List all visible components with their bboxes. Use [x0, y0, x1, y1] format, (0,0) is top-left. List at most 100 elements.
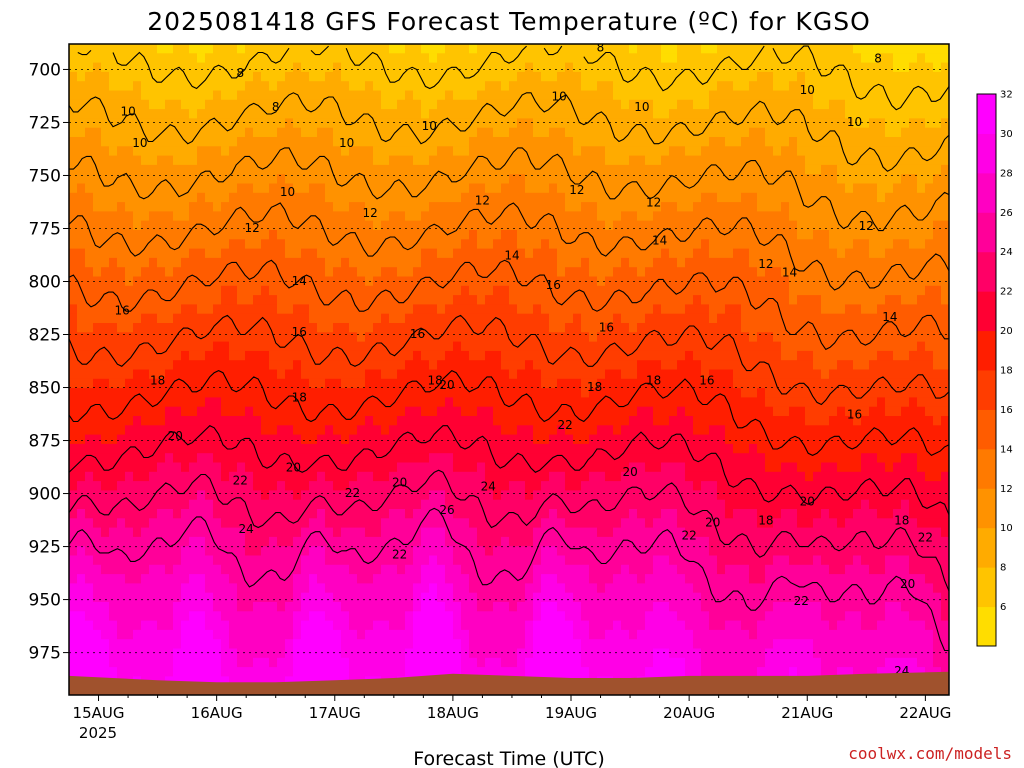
heat-cell: [285, 667, 294, 677]
heat-cell: [573, 211, 582, 222]
heat-cell: [333, 667, 342, 677]
heat-cell: [357, 434, 366, 445]
heat-cell: [125, 434, 134, 445]
heat-cell: [629, 44, 638, 54]
heat-cell: [133, 425, 142, 436]
heat-cell: [525, 137, 534, 147]
heat-cell: [557, 332, 566, 343]
heat-cell: [77, 443, 86, 454]
heat-cell: [485, 583, 494, 594]
heat-cell: [373, 639, 382, 650]
heat-cell: [221, 183, 230, 194]
heat-cell: [389, 332, 398, 343]
heat-cell: [637, 62, 646, 73]
heat-cell: [581, 592, 590, 603]
heat-cell: [517, 276, 526, 287]
heat-cell: [213, 583, 222, 594]
heat-cell: [357, 146, 366, 157]
heat-cell: [325, 174, 334, 185]
heat-cell: [485, 592, 494, 603]
heat-cell: [621, 53, 630, 64]
heat-cell: [101, 155, 110, 166]
heat-cell: [333, 174, 342, 185]
heat-cell: [549, 490, 558, 501]
heat-cell: [269, 657, 278, 668]
heat-cell: [389, 295, 398, 305]
heat-cell: [229, 629, 238, 640]
heat-cell: [293, 174, 302, 185]
heat-cell: [365, 323, 374, 333]
heat-cell: [133, 499, 142, 510]
heat-cell: [493, 592, 502, 603]
heat-cell: [605, 146, 614, 157]
heat-cell: [581, 99, 590, 110]
heat-cell: [549, 453, 558, 464]
heat-cell: [413, 332, 422, 343]
heat-cell: [277, 276, 286, 287]
heat-cell: [221, 527, 230, 538]
heat-cell: [181, 443, 190, 454]
heat-cell: [613, 592, 622, 603]
heat-cell: [101, 127, 110, 138]
heat-cell: [229, 313, 238, 324]
heat-cell: [301, 406, 310, 417]
heat-cell: [557, 546, 566, 557]
heat-cell: [373, 267, 382, 278]
heat-cell: [613, 416, 622, 426]
heat-cell: [229, 81, 238, 92]
heat-cell: [461, 667, 470, 677]
heat-cell: [637, 44, 646, 54]
heat-cell: [373, 155, 382, 166]
heat-cell: [533, 453, 542, 464]
heat-cell: [365, 44, 374, 54]
heat-cell: [613, 220, 622, 231]
heat-cell: [589, 481, 598, 491]
heat-cell: [413, 406, 422, 417]
heat-cell: [189, 443, 198, 454]
heat-cell: [565, 118, 574, 129]
heat-cell: [501, 667, 510, 677]
heat-cell: [613, 629, 622, 640]
heat-cell: [445, 564, 454, 575]
heat-cell: [437, 499, 446, 510]
heat-cell: [357, 425, 366, 436]
heat-cell: [421, 369, 430, 380]
heat-cell: [333, 341, 342, 352]
heat-cell: [349, 388, 358, 398]
heat-cell: [389, 118, 398, 129]
heat-cell: [589, 192, 598, 203]
heat-cell: [485, 620, 494, 631]
heat-cell: [485, 146, 494, 157]
heat-cell: [325, 388, 334, 398]
heat-cell: [85, 629, 94, 640]
heat-cell: [629, 574, 638, 584]
heat-cell: [141, 406, 150, 417]
heat-cell: [85, 564, 94, 575]
heat-cell: [245, 602, 254, 612]
heat-cell: [309, 192, 318, 203]
heat-cell: [581, 462, 590, 473]
heat-cell: [605, 155, 614, 166]
heat-cell: [133, 53, 142, 64]
heat-cell: [381, 592, 390, 603]
heat-cell: [197, 285, 206, 296]
heat-cell: [405, 267, 414, 278]
heat-cell: [525, 629, 534, 640]
heat-cell: [597, 648, 606, 659]
heat-cell: [189, 527, 198, 538]
heat-cell: [69, 378, 78, 389]
heat-cell: [421, 99, 430, 110]
heat-cell: [261, 81, 270, 92]
heat-cell: [253, 667, 262, 677]
heat-cell: [317, 416, 326, 426]
heat-cell: [221, 620, 230, 631]
heat-cell: [109, 341, 118, 352]
heat-cell: [381, 164, 390, 175]
heat-cell: [237, 536, 246, 547]
heat-cell: [605, 202, 614, 212]
heat-cell: [197, 471, 206, 482]
heat-cell: [597, 313, 606, 324]
heat-cell: [413, 267, 422, 278]
heat-cell: [613, 583, 622, 594]
heat-cell: [221, 583, 230, 594]
